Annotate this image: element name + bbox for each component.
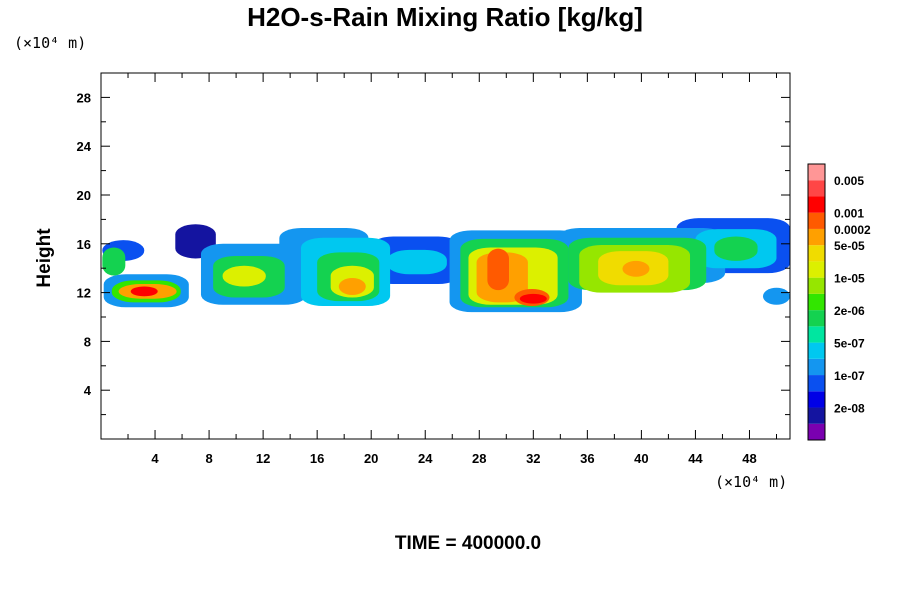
colorbar-swatch [808,326,825,343]
colorbar-label: 1e-05 [834,272,865,286]
colorbar: 2e-08 1e-07 5e-07 2e-06 1e-05 5e-05 0.0002 0.00… [807,163,871,441]
colorbar-label: 5e-05 [834,239,865,253]
time-label: TIME = 400000.0 [395,533,541,554]
colorbar-swatch [808,358,825,376]
colorbar-swatch [808,180,825,197]
colorbar-frame [807,163,826,441]
y-tick-label: 28 [77,90,91,105]
colorbar-swatch [808,375,825,392]
colorbar-label: 0.005 [834,174,864,188]
colorbar-label: 2e-08 [834,402,865,416]
x-tick-label: 24 [418,451,433,466]
colorbar-label: 0.0002 [834,223,871,237]
contour-region-29 [487,248,509,291]
colorbar-swatch [808,261,825,278]
y-axis-unit: (×10⁴ m) [14,34,86,52]
colorbar-swatch [808,228,825,246]
contour-region-18 [714,236,758,261]
y-axis-title: Height [34,228,55,288]
y-tick-label: 24 [77,139,92,154]
contour-region-9 [762,287,790,305]
colorbar-swatch [808,310,825,327]
x-tick-label: 4 [151,451,159,466]
colorbar-swatch [808,391,825,408]
x-tick-label: 20 [364,451,378,466]
y-tick-label: 4 [84,383,92,398]
colorbar-swatch [808,342,825,359]
contour-region-31 [130,286,158,297]
colorbar-swatch [808,164,825,181]
contour-region-11 [387,249,447,275]
colorbar-label: 2e-06 [834,304,865,318]
colorbar-label: 0.001 [834,207,864,221]
colorbar-swatch [808,423,825,440]
contour-region-26 [338,277,366,296]
x-tick-label: 48 [742,451,756,466]
colorbar-swatch [808,245,825,262]
contour-region-32 [519,293,547,304]
y-tick-label: 12 [77,286,91,301]
colorbar-swatch [808,293,825,311]
x-tick-label: 8 [205,451,212,466]
colorbar-swatch [808,407,825,424]
contour-region-13 [102,247,126,276]
x-tick-label: 36 [580,451,594,466]
colorbar-swatch [808,277,825,294]
y-tick-label: 20 [77,188,91,203]
colorbar-label: 1e-07 [834,369,865,383]
y-tick-label: 16 [77,237,91,252]
x-tick-label: 40 [634,451,648,466]
x-tick-label: 44 [688,451,703,466]
y-tick-label: 8 [84,334,91,349]
contour-field [102,218,790,313]
x-axis-unit: (×10⁴ m) [715,473,787,491]
colorbar-swatch [808,196,825,213]
x-tick-label: 28 [472,451,486,466]
x-tick-label: 12 [256,451,270,466]
plot-frame [100,72,791,440]
x-tick-label: 32 [526,451,540,466]
x-tick-label: 16 [310,451,324,466]
colorbar-swatch [808,212,825,229]
colorbar-label: 5e-07 [834,337,865,351]
chart-title: H2O-s-Rain Mixing Ratio [kg/kg] [247,2,643,32]
contour-region-21 [222,265,266,287]
contour-region-28 [622,260,650,277]
